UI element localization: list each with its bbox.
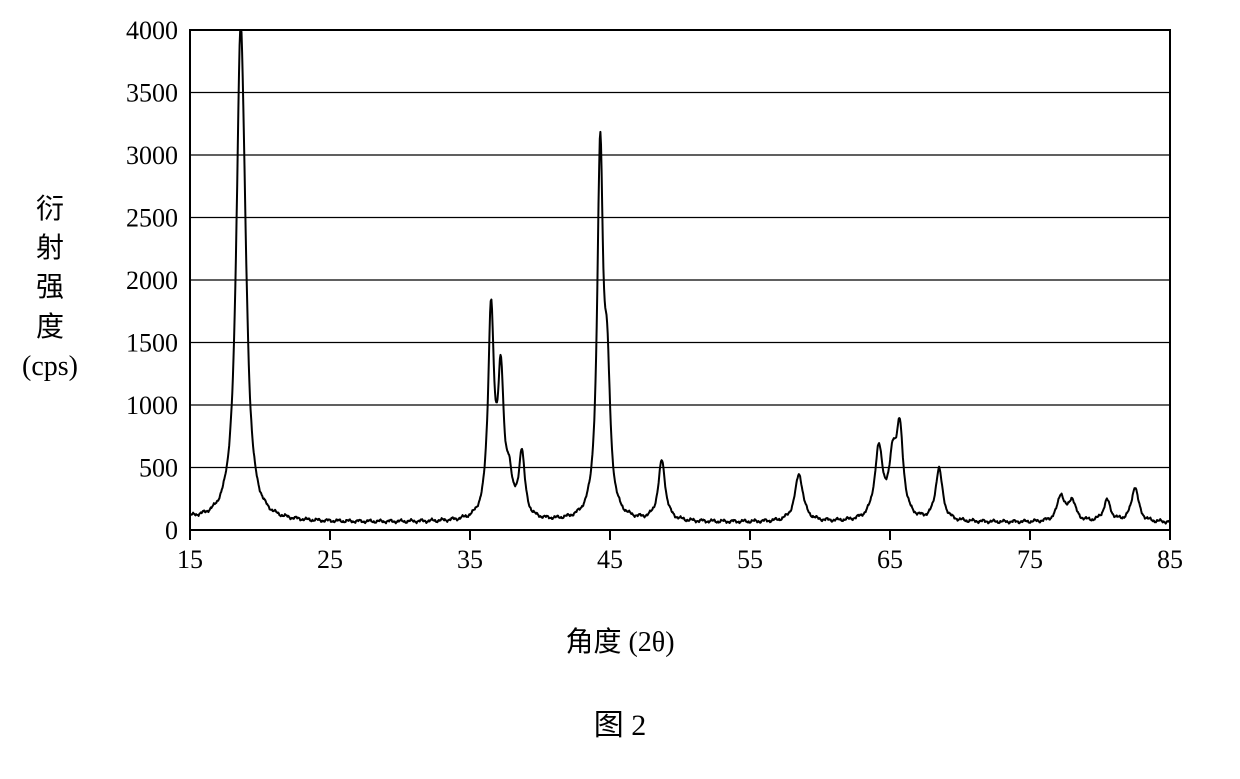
ylabel-char: 强 xyxy=(20,268,80,307)
y-axis-label: 衍 射 强 度 (cps) xyxy=(20,190,80,386)
y-tick-label: 2000 xyxy=(126,266,178,295)
x-tick-label: 25 xyxy=(317,545,343,574)
x-tick-label: 15 xyxy=(177,545,203,574)
x-axis-label: 角度 (2θ) xyxy=(0,620,1240,660)
xrd-chart: 0 500 1000 1500 2000 2500 3000 3500 4000 15 25 35 45… xyxy=(100,20,1190,590)
page-root: 衍 射 强 度 (cps) 0 500 1000 1500 2000 2500 3000 35… xyxy=(0,0,1240,779)
x-tick-label: 45 xyxy=(597,545,623,574)
y-tick-label: 0 xyxy=(165,516,178,545)
ylabel-unit: (cps) xyxy=(20,347,80,386)
x-tick-label: 35 xyxy=(457,545,483,574)
y-tick-label: 3000 xyxy=(126,141,178,170)
ylabel-char: 射 xyxy=(20,229,80,268)
x-tick-label: 85 xyxy=(1157,545,1183,574)
x-tick-label: 65 xyxy=(877,545,903,574)
x-tick-label: 75 xyxy=(1017,545,1043,574)
y-tick-label: 500 xyxy=(139,454,178,483)
ylabel-char: 度 xyxy=(20,308,80,347)
y-tick-label: 3500 xyxy=(126,79,178,108)
y-tick-label: 1000 xyxy=(126,391,178,420)
ylabel-char: 衍 xyxy=(20,190,80,229)
figure-caption: 图 2 xyxy=(0,700,1240,744)
y-tick-label: 1500 xyxy=(126,329,178,358)
x-tick-label: 55 xyxy=(737,545,763,574)
y-tick-label: 4000 xyxy=(126,20,178,45)
y-tick-label: 2500 xyxy=(126,204,178,233)
